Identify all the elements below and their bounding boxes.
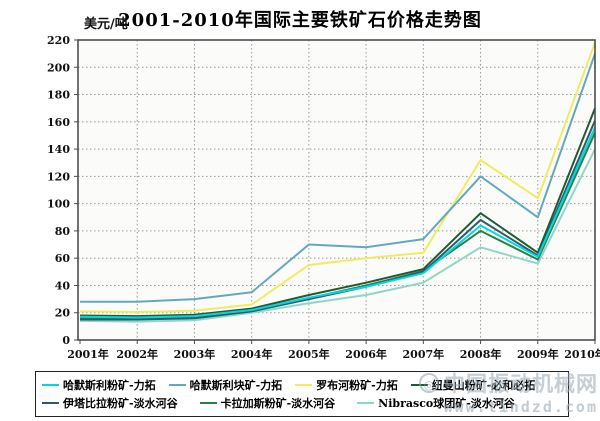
y-axis-unit-label: 美元/吨 bbox=[84, 17, 128, 32]
series-line bbox=[80, 53, 596, 303]
series-lines bbox=[79, 42, 596, 323]
series-line bbox=[79, 42, 596, 313]
y-tick-label: 200 bbox=[47, 61, 70, 74]
legend-item: 罗布河粉矿-力拓 bbox=[295, 377, 398, 393]
series-line bbox=[79, 107, 596, 318]
plot-background bbox=[78, 40, 595, 340]
y-tick-label: 80 bbox=[55, 225, 71, 238]
series-line bbox=[79, 148, 596, 323]
legend-swatch bbox=[357, 402, 375, 405]
x-axis-labels: 2001年 2002年 2003年 2004年 2005年 2006年 2007年 2008年… bbox=[67, 347, 600, 361]
x-tick-label: 2001年 bbox=[67, 347, 109, 361]
y-tick-label: 220 bbox=[47, 34, 70, 47]
legend-label: 伊塔比拉粉矿-淡水河谷 bbox=[63, 397, 178, 411]
y-tick-label: 120 bbox=[47, 170, 70, 183]
legend-item: Nibrasco球团矿-淡水河谷 bbox=[357, 395, 515, 411]
y-tick-label: 160 bbox=[47, 116, 70, 129]
legend-item: 哈默斯利粉矿-力拓 bbox=[42, 377, 156, 393]
legend-swatch bbox=[168, 383, 186, 386]
legend-row-2: 伊塔比拉粉矿-淡水河谷 卡拉加斯粉矿-淡水河谷 Nibrasco球团矿-淡水河谷 bbox=[42, 395, 568, 411]
y-tick-label: 0 bbox=[62, 334, 70, 347]
legend-swatch bbox=[199, 402, 217, 405]
y-tick-label: 140 bbox=[47, 143, 70, 156]
x-tick-label: 2002年 bbox=[116, 347, 158, 361]
legend-swatch bbox=[410, 383, 428, 386]
chart-legend: 哈默斯利粉矿-力拓 哈默斯利块矿-力拓 罗布河粉矿-力拓 纽曼山粉矿-必和必拓 伊塔比… bbox=[35, 371, 569, 417]
y-tick-label: 100 bbox=[47, 198, 70, 211]
y-tick-label: 180 bbox=[47, 89, 70, 102]
x-tick-label: 2007年 bbox=[403, 347, 445, 361]
plot-border bbox=[77, 39, 596, 341]
x-tick-label: 2008年 bbox=[460, 347, 502, 361]
x-tick-label: 2003年 bbox=[174, 347, 216, 361]
y-tick-label: 20 bbox=[55, 307, 71, 320]
x-tick-label: 2009年 bbox=[517, 347, 559, 361]
legend-label: 纽曼山粉矿-必和必拓 bbox=[431, 378, 536, 392]
legend-item: 卡拉加斯粉矿-淡水河谷 bbox=[199, 395, 336, 411]
legend-label: 哈默斯利粉矿-力拓 bbox=[63, 378, 156, 392]
x-tick-label: 2004年 bbox=[231, 347, 273, 361]
x-tick-label: 2010年 bbox=[564, 347, 600, 361]
x-tick-label: 2005年 bbox=[288, 347, 330, 361]
legend-swatch bbox=[42, 402, 59, 405]
axis-ticks bbox=[74, 39, 596, 344]
legend-label: 罗布河粉矿-力拓 bbox=[316, 378, 398, 392]
y-axis-labels: 0 20 40 60 80 100 120 140 160 180 200 220 bbox=[47, 34, 70, 347]
x-tick-label: 2006年 bbox=[345, 347, 387, 361]
legend-label: 哈默斯利块矿-力拓 bbox=[189, 378, 283, 392]
legend-label: Nibrasco球团矿-淡水河谷 bbox=[378, 397, 515, 411]
y-tick-label: 60 bbox=[55, 252, 71, 265]
y-tick-label: 40 bbox=[55, 279, 71, 292]
legend-item: 伊塔比拉粉矿-淡水河谷 bbox=[42, 395, 178, 411]
chart-title: 2001-2010年国际主要铁矿石价格走势图 bbox=[118, 10, 482, 31]
legend-item: 纽曼山粉矿-必和必拓 bbox=[410, 377, 536, 393]
legend-swatch bbox=[295, 383, 313, 386]
legend-item: 哈默斯利块矿-力拓 bbox=[168, 377, 283, 393]
series-line bbox=[79, 126, 596, 319]
legend-swatch bbox=[42, 383, 59, 386]
legend-label: 卡拉加斯粉矿-淡水河谷 bbox=[220, 397, 336, 411]
legend-row-1: 哈默斯利粉矿-力拓 哈默斯利块矿-力拓 罗布河粉矿-力拓 纽曼山粉矿-必和必拓 bbox=[42, 377, 568, 393]
